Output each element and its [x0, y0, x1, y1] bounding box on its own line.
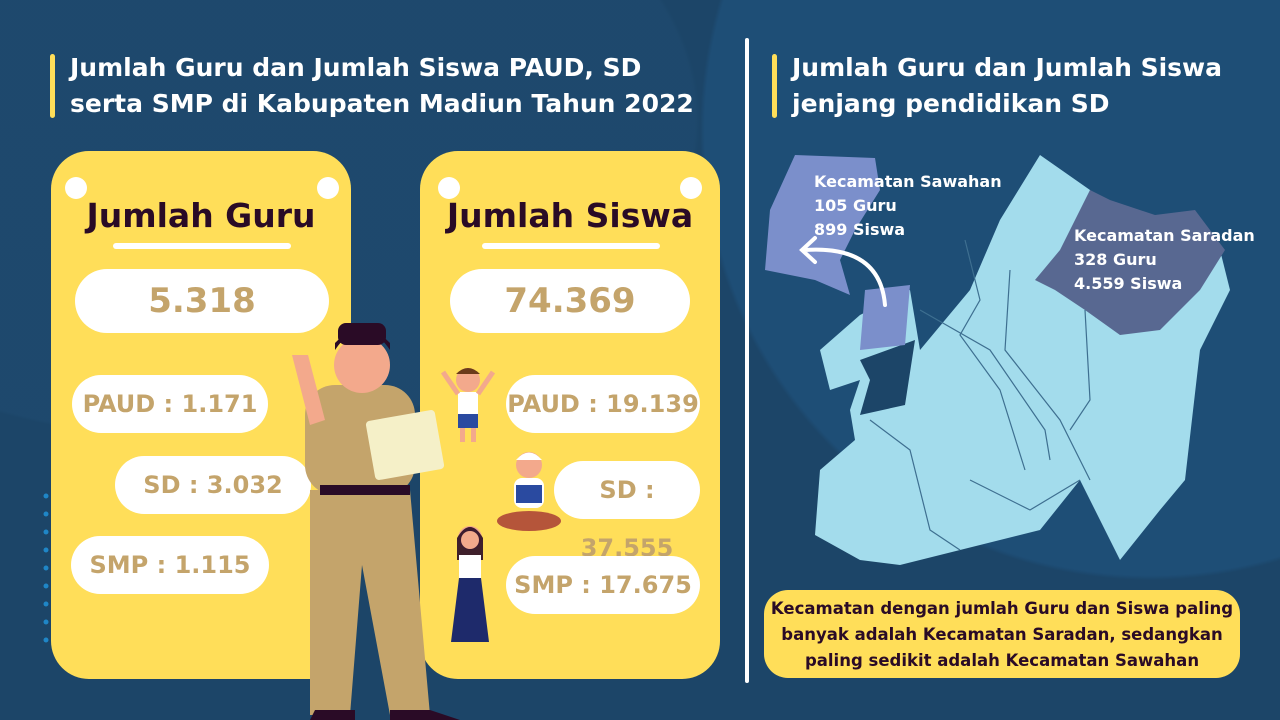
sawahan-name: Kecamatan Sawahan	[814, 172, 1002, 191]
siswa-total: 74.369	[450, 269, 690, 333]
card-hole	[65, 177, 87, 199]
guru-sd: SD : 3.032	[115, 456, 311, 514]
teacher-illustration	[292, 323, 460, 720]
sawahan-siswa: 899 Siswa	[814, 220, 906, 239]
dot	[43, 493, 49, 499]
dot	[43, 565, 49, 571]
siswa-paud: PAUD : 19.139	[506, 375, 700, 433]
heading-underline	[482, 243, 660, 249]
right-title: Jumlah Guru dan Jumlah Siswa jenjang pen…	[772, 50, 1232, 122]
saradan-label: Kecamatan Saradan 328 Guru 4.559 Siswa	[1074, 224, 1255, 296]
card-hole	[317, 177, 339, 199]
dot	[43, 637, 49, 643]
arrow-icon	[799, 236, 887, 307]
sawahan-guru: 105 Guru	[814, 196, 897, 215]
guru-card: Jumlah Guru 5.318 PAUD : 1.171 SD : 3.03…	[51, 151, 351, 679]
student-reading-illustration	[497, 452, 561, 531]
guru-total: 5.318	[75, 269, 329, 333]
siswa-sd: SD : 37.555	[554, 461, 700, 562]
guru-paud: PAUD : 1.171	[72, 375, 268, 433]
map-gap	[860, 340, 915, 415]
dot	[43, 619, 49, 625]
student-girl-illustration	[451, 526, 489, 642]
dot	[43, 601, 49, 607]
sawahan-label: Kecamatan Sawahan 105 Guru 899 Siswa	[814, 170, 1002, 242]
dot	[43, 529, 49, 535]
card-hole	[680, 177, 702, 199]
student-boy-illustration	[440, 368, 496, 442]
heading-underline	[113, 243, 291, 249]
saradan-siswa: 4.559 Siswa	[1074, 274, 1183, 293]
left-title: Jumlah Guru dan Jumlah Siswa PAUD, SD se…	[50, 50, 710, 122]
guru-heading: Jumlah Guru	[86, 196, 316, 235]
district-saradan	[1035, 190, 1225, 335]
divider	[745, 38, 749, 683]
guru-smp: SMP : 1.115	[71, 536, 269, 594]
siswa-card: Jumlah Siswa 74.369 PAUD : 19.139 SD : 3…	[420, 151, 720, 679]
saradan-name: Kecamatan Saradan	[1074, 226, 1255, 245]
saradan-guru: 328 Guru	[1074, 250, 1157, 269]
dot	[43, 547, 49, 553]
summary-note: Kecamatan dengan jumlah Guru dan Siswa p…	[764, 590, 1240, 678]
dot	[43, 583, 49, 589]
siswa-heading: Jumlah Siswa	[446, 196, 694, 235]
madiun-map	[765, 155, 1230, 565]
siswa-smp: SMP : 17.675	[506, 556, 700, 614]
dot	[43, 511, 49, 517]
card-hole	[438, 177, 460, 199]
